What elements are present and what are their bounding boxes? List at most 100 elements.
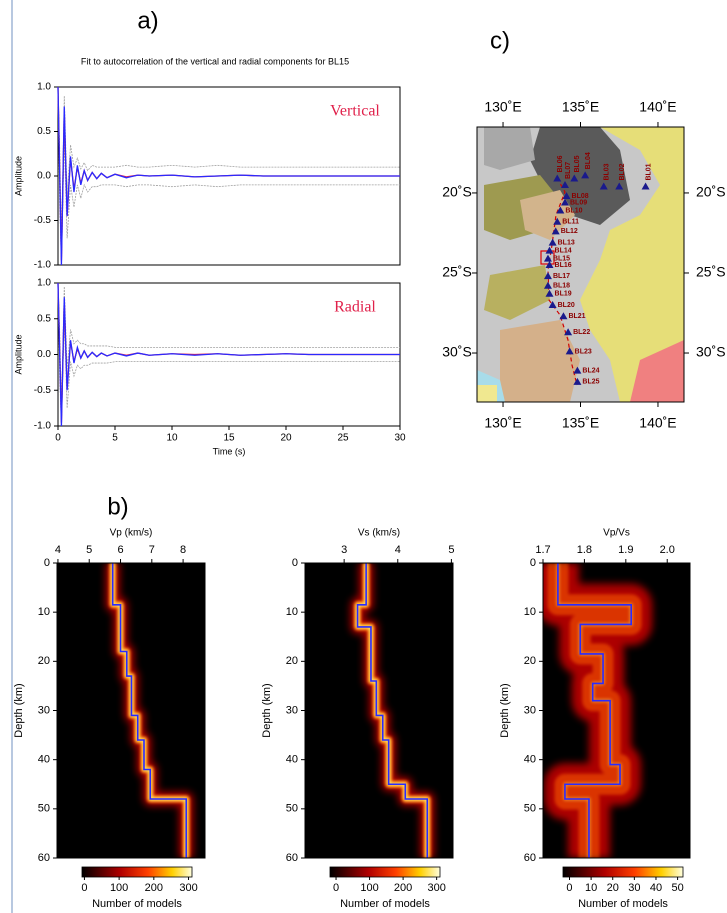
station-marker [543,254,552,262]
colorbar-tick-label: 100 [110,882,128,894]
x-tick-label: 0 [55,433,61,444]
x-tick-label: 20 [280,433,292,444]
y-tick-label: 50 [286,803,298,815]
station-label: BL13 [558,239,575,246]
x-tick-label: 8 [180,544,186,556]
y-tick-label: 30˚S [696,344,726,360]
y-tick-label: 60 [38,852,50,864]
y-tick-label: 40 [286,754,298,766]
colorbar-tick-label: 0 [333,882,339,894]
y-tick-label: 30˚S [442,344,472,360]
y-tick-label: 30 [286,704,298,716]
x-tick-label: 140˚E [639,99,676,115]
y-tick-label: 40 [38,754,50,766]
station-marker [545,260,554,268]
colorbar-tick-label: 200 [145,882,163,894]
station-marker [543,281,552,289]
y-axis-label: Depth (km) [13,683,25,737]
colorbar-tick-label: 300 [179,882,197,894]
y-axis-label: Depth (km) [499,683,511,737]
y-tick-label: 0 [530,557,536,569]
station-marker [545,289,554,297]
y-tick-label: 0.5 [37,313,51,324]
y-tick-label: 20˚S [442,184,472,200]
y-tick-label: 40 [524,754,536,766]
y-tick-label: 0 [292,557,298,569]
station-label: BL03 [604,163,611,180]
station-label: BL09 [570,199,587,206]
y-tick-label: 50 [38,803,50,815]
station-marker [551,227,560,235]
station-marker [599,182,608,190]
station-label: BL04 [585,152,592,169]
colorbar-label: Number of models [340,898,430,910]
station-marker [556,206,565,214]
x-axis-label: Vp/Vs [603,528,630,539]
y-tick-label: 30 [38,704,50,716]
colorbar-label: Number of models [578,898,668,910]
station-label: BL14 [555,247,572,254]
colorbar-tick-label: 0 [81,882,87,894]
heatmap [350,563,435,858]
y-tick-label: 10 [38,606,50,618]
panel-label: b) [107,493,128,520]
station-marker [565,347,574,355]
x-tick-label: 135˚E [562,99,599,115]
station-marker [548,300,557,308]
x-tick-label: 1.9 [618,544,633,556]
y-axis-label: Depth (km) [261,683,273,737]
colorbar-tick-label: 300 [427,882,445,894]
station-label: BL08 [572,193,589,200]
y-tick-label: -1.0 [34,421,52,432]
colorbar-tick-label: 40 [650,882,662,894]
x-tick-label: 2.0 [660,544,675,556]
station-label: BL23 [575,348,592,355]
panel-label: c) [490,27,510,54]
y-tick-label: 30 [524,704,536,716]
component-label: Radial [334,299,376,316]
x-tick-label: 1.7 [535,544,550,556]
station-marker [573,377,582,385]
chart-title: Fit to autocorrelation of the vertical a… [81,56,349,66]
y-tick-label: 10 [286,606,298,618]
station-marker [641,182,650,190]
series-line [57,282,400,405]
best-model [356,563,429,858]
x-tick-label: 130˚E [484,415,521,431]
y-tick-label: 60 [524,852,536,864]
x-tick-label: 5 [86,544,92,556]
colorbar-label: Number of models [92,898,182,910]
station-label: BL19 [555,291,572,298]
x-tick-label: 6 [117,544,123,556]
y-tick-label: 20 [286,655,298,667]
station-label: BL06 [557,155,564,172]
x-tick-label: 140˚E [639,415,676,431]
station-marker [543,272,552,280]
station-label: BL21 [568,313,585,320]
station-marker [559,312,568,320]
station-marker [548,238,557,246]
station-marker [615,182,624,190]
y-tick-label: -1.0 [34,260,52,271]
y-tick-label: 20 [524,655,536,667]
y-tick-label: 25˚S [442,264,472,280]
colorbar [562,866,684,878]
x-tick-label: 10 [166,433,178,444]
y-tick-label: 50 [524,803,536,815]
station-marker [581,171,590,179]
station-label: BL07 [565,162,572,179]
series-line [57,282,400,427]
x-axis-label: Vp (km/s) [110,528,153,539]
station-label: BL01 [645,163,652,180]
station-label: BL10 [565,207,582,214]
station-marker [561,198,570,206]
series-line [57,86,400,266]
colorbar-tick-label: 50 [671,882,683,894]
y-tick-label: 60 [286,852,298,864]
station-label: BL12 [561,228,578,235]
station-label: BL20 [558,302,575,309]
station-label: BL05 [574,155,581,172]
heatmap [543,563,653,858]
station-label: BL17 [553,273,570,280]
